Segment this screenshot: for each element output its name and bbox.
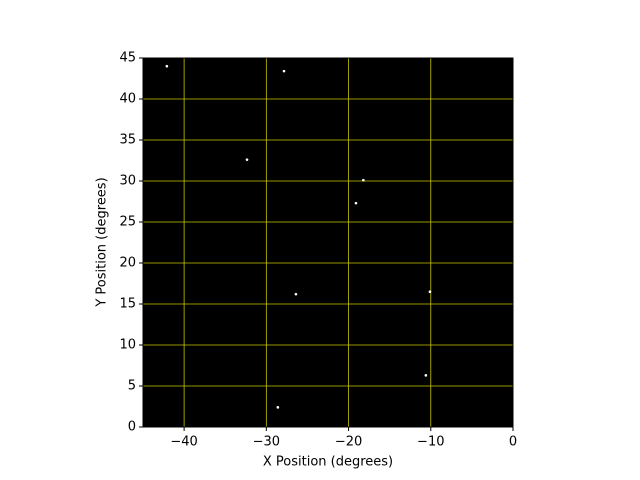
point <box>428 290 432 294</box>
y-tick-label: 20 <box>119 256 136 271</box>
y-tick-label: 0 <box>128 420 136 435</box>
x-tick-label: −30 <box>253 435 280 450</box>
point <box>424 374 428 377</box>
plot-frame <box>142 57 514 428</box>
point <box>245 158 249 161</box>
point <box>362 178 365 182</box>
plot-area <box>143 58 513 427</box>
point <box>282 69 286 73</box>
point <box>165 64 169 68</box>
y-tick-label: 30 <box>119 174 136 189</box>
x-tick-label: 0 <box>509 435 517 450</box>
x-tick-label: −20 <box>335 435 362 450</box>
x-tick-label: −40 <box>170 435 197 450</box>
y-tick-label: 10 <box>119 338 136 353</box>
y-tick-label: 25 <box>119 215 136 230</box>
point <box>354 201 358 205</box>
x-axis-label: X Position (degrees) <box>263 455 393 470</box>
y-tick-label: 40 <box>119 92 136 107</box>
y-tick-label: 5 <box>128 379 136 394</box>
y-tick-label: 35 <box>119 133 136 148</box>
point <box>294 292 298 296</box>
y-tick-label: 45 <box>119 51 136 66</box>
y-axis-label: Y Position (degrees) <box>95 177 110 307</box>
x-tick-label: −10 <box>417 435 444 450</box>
y-tick-label: 15 <box>119 297 136 312</box>
point <box>276 406 280 409</box>
